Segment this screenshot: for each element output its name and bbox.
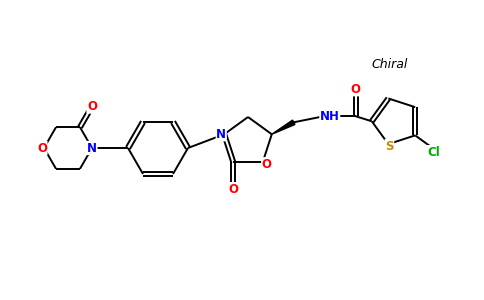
Text: O: O	[262, 158, 272, 171]
Text: NH: NH	[320, 110, 340, 123]
Text: O: O	[351, 83, 361, 96]
Text: O: O	[37, 142, 47, 154]
Text: O: O	[87, 100, 97, 113]
Text: S: S	[385, 140, 393, 153]
Text: N: N	[87, 142, 97, 154]
Text: Chiral: Chiral	[372, 58, 408, 71]
Text: Cl: Cl	[427, 146, 440, 159]
Polygon shape	[272, 120, 295, 134]
Text: O: O	[228, 183, 238, 196]
Text: N: N	[216, 128, 226, 141]
